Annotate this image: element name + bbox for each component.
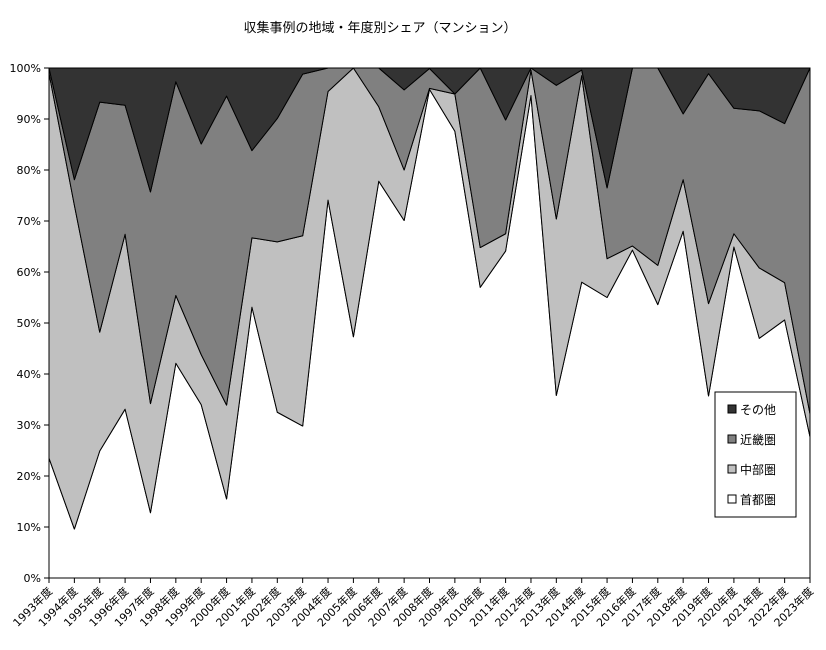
y-tick-label: 80% [17, 164, 41, 177]
y-tick-label: 50% [17, 317, 41, 330]
y-tick-label: 20% [17, 470, 41, 483]
y-tick-label: 70% [17, 215, 41, 228]
legend-label: 近畿圏 [740, 433, 776, 447]
chart-title: 収集事例の地域・年度別シェア（マンション） [243, 20, 516, 36]
y-tick-label: 40% [17, 368, 41, 381]
y-axis: 0% 10% 20% 30% 40% 50% 60% 70% 80% 90% 100% [10, 62, 49, 585]
legend-label: 中部圏 [740, 462, 776, 477]
y-tick-label: 60% [17, 266, 41, 279]
area-series-group [48, 67, 811, 579]
plot-area-border [48, 67, 811, 579]
legend-swatch [727, 434, 737, 444]
y-tick-label: 90% [17, 113, 41, 126]
y-tick-label: 30% [17, 419, 41, 432]
y-tick-label: 10% [17, 521, 41, 534]
legend-swatch [727, 464, 737, 474]
legend-swatch [727, 404, 737, 414]
y-tick-label: 100% [10, 62, 41, 75]
legend-label: 首都圏 [740, 493, 776, 507]
legend-swatch [727, 494, 737, 504]
y-tick-label: 0% [24, 572, 41, 585]
x-axis: 1993年度1994年度1995年度1996年度1997年度1998年度1999… [10, 578, 816, 629]
legend-label: その他 [740, 403, 776, 417]
